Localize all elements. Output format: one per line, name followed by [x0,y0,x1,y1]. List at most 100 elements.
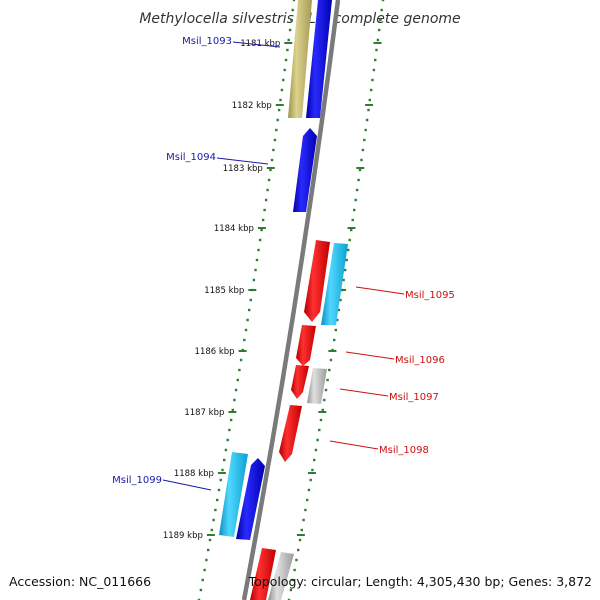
ring-dot [229,418,233,422]
ring-dot [273,138,277,142]
ring-dot [371,78,374,82]
ring-dot [333,338,336,342]
ring-dot [234,388,238,392]
scale-ticks: 1181 kbp 1182 kbp 1183 kbp 1184 kbp 1185 kbp… [163,39,382,541]
ring-dot [205,558,208,562]
ring-dot [221,468,224,472]
scale-tick-label: 1188 kbp [174,469,214,479]
ring-dot [355,188,359,192]
ring-dot [203,568,206,572]
ring-dot [354,198,357,202]
ring-dot [344,268,347,272]
gene-feature-bottom-red [250,548,276,600]
ring-dot [216,498,219,502]
ring-dot [295,558,298,562]
scale-tick-label: 1185 kbp [204,286,244,296]
gene-feature-olive[interactable] [288,0,312,118]
gene-feature-cyan-1099 [219,452,248,537]
ring-dot [270,158,274,162]
gene-feature-msil-1098[interactable] [279,405,302,462]
ring-dot [339,298,342,302]
gene-features [219,0,348,600]
gene-label-msil-1093[interactable]: Msil_1093 [182,36,232,47]
ring-dot [238,368,241,372]
ring-dot [318,428,321,432]
ring-dot [266,188,269,192]
ring-dot [261,218,265,222]
ring-dot [376,38,380,42]
ring-dot [248,308,251,312]
ring-dot [276,118,279,122]
ring-dot [289,588,293,592]
ring-dot [372,68,376,72]
gene-feature-msil-1093[interactable] [306,0,332,118]
ring-dot [334,328,337,332]
scale-tick-label: 1181 kbp [240,39,280,49]
ring-dot [199,588,203,592]
ring-dot [321,408,324,412]
ring-dot [381,0,385,2]
ring-dot [197,598,201,600]
ring-dot [329,358,333,362]
ring-dot [263,208,266,212]
ring-dot [353,208,356,212]
ring-dot [260,228,263,232]
ring-dot [228,428,231,432]
ring-dot [231,408,234,412]
ring-dot [363,138,366,142]
ring-dot [258,238,262,242]
ring-dot [233,398,236,402]
ring-dot [280,88,284,92]
gene-feature-msil-1095[interactable] [304,240,330,322]
ring-dot [239,358,243,362]
gene-feature-msil-1097[interactable] [291,365,309,399]
ring-dot [283,68,286,72]
ring-dot [292,0,296,2]
gene-feature-msil-1099[interactable] [236,458,265,540]
gene-feature-msil-1094[interactable] [293,128,317,212]
ring-dot [358,168,362,172]
ring-dot [297,548,300,552]
scale-tick-label: 1187 kbp [184,408,224,418]
gene-label-msil-1099[interactable]: Msil_1099 [112,475,162,486]
ring-dot [243,338,246,342]
ring-dot [314,448,318,452]
gene-feature-bottom-gray [268,552,294,600]
scale-tick-label: 1182 kbp [232,101,272,111]
ring-dot [207,548,210,552]
ring-dot [306,498,309,502]
ring-dot [219,478,222,482]
ring-dot [287,598,291,600]
ring-dot [212,518,215,522]
ring-dot [309,478,312,482]
gene-feature-gray-1097 [307,368,327,404]
ring-dot [279,98,282,102]
ring-dot [313,458,316,462]
ring-dot [361,148,365,152]
gene-label-msil-1094[interactable]: Msil_1094 [166,152,216,163]
ring-dot [302,518,305,522]
ring-dot [255,258,259,262]
accession-text: Accession: NC_011666 [9,574,151,589]
ring-dot [246,318,249,322]
ring-dot [244,328,248,332]
ring-dot [368,98,371,102]
gene-label-msil-1098[interactable]: Msil_1098 [379,445,429,456]
gene-feature-msil-1096[interactable] [296,325,316,366]
gene-label-msil-1095[interactable]: Msil_1095 [405,290,455,301]
ring-dot [360,158,363,162]
ring-dot [324,388,328,392]
ring-dot [293,568,296,572]
gene-label-msil-1096[interactable]: Msil_1096 [395,355,445,366]
ring-dot [210,528,213,532]
genome-backbone [241,0,341,600]
ring-dot [236,378,239,382]
topology-text: Topology: circular; Length: 4,305,430 bp… [248,574,592,589]
ring-dot [223,458,226,462]
gene-label-msil-1097[interactable]: Msil_1097 [389,392,439,403]
ring-dot [337,308,341,312]
label-leaders [162,41,405,491]
ring-dot [378,28,381,32]
gene-labels: Msil_1093 Msil_1094 Msil_1095 Msil_1096 … [112,36,455,486]
